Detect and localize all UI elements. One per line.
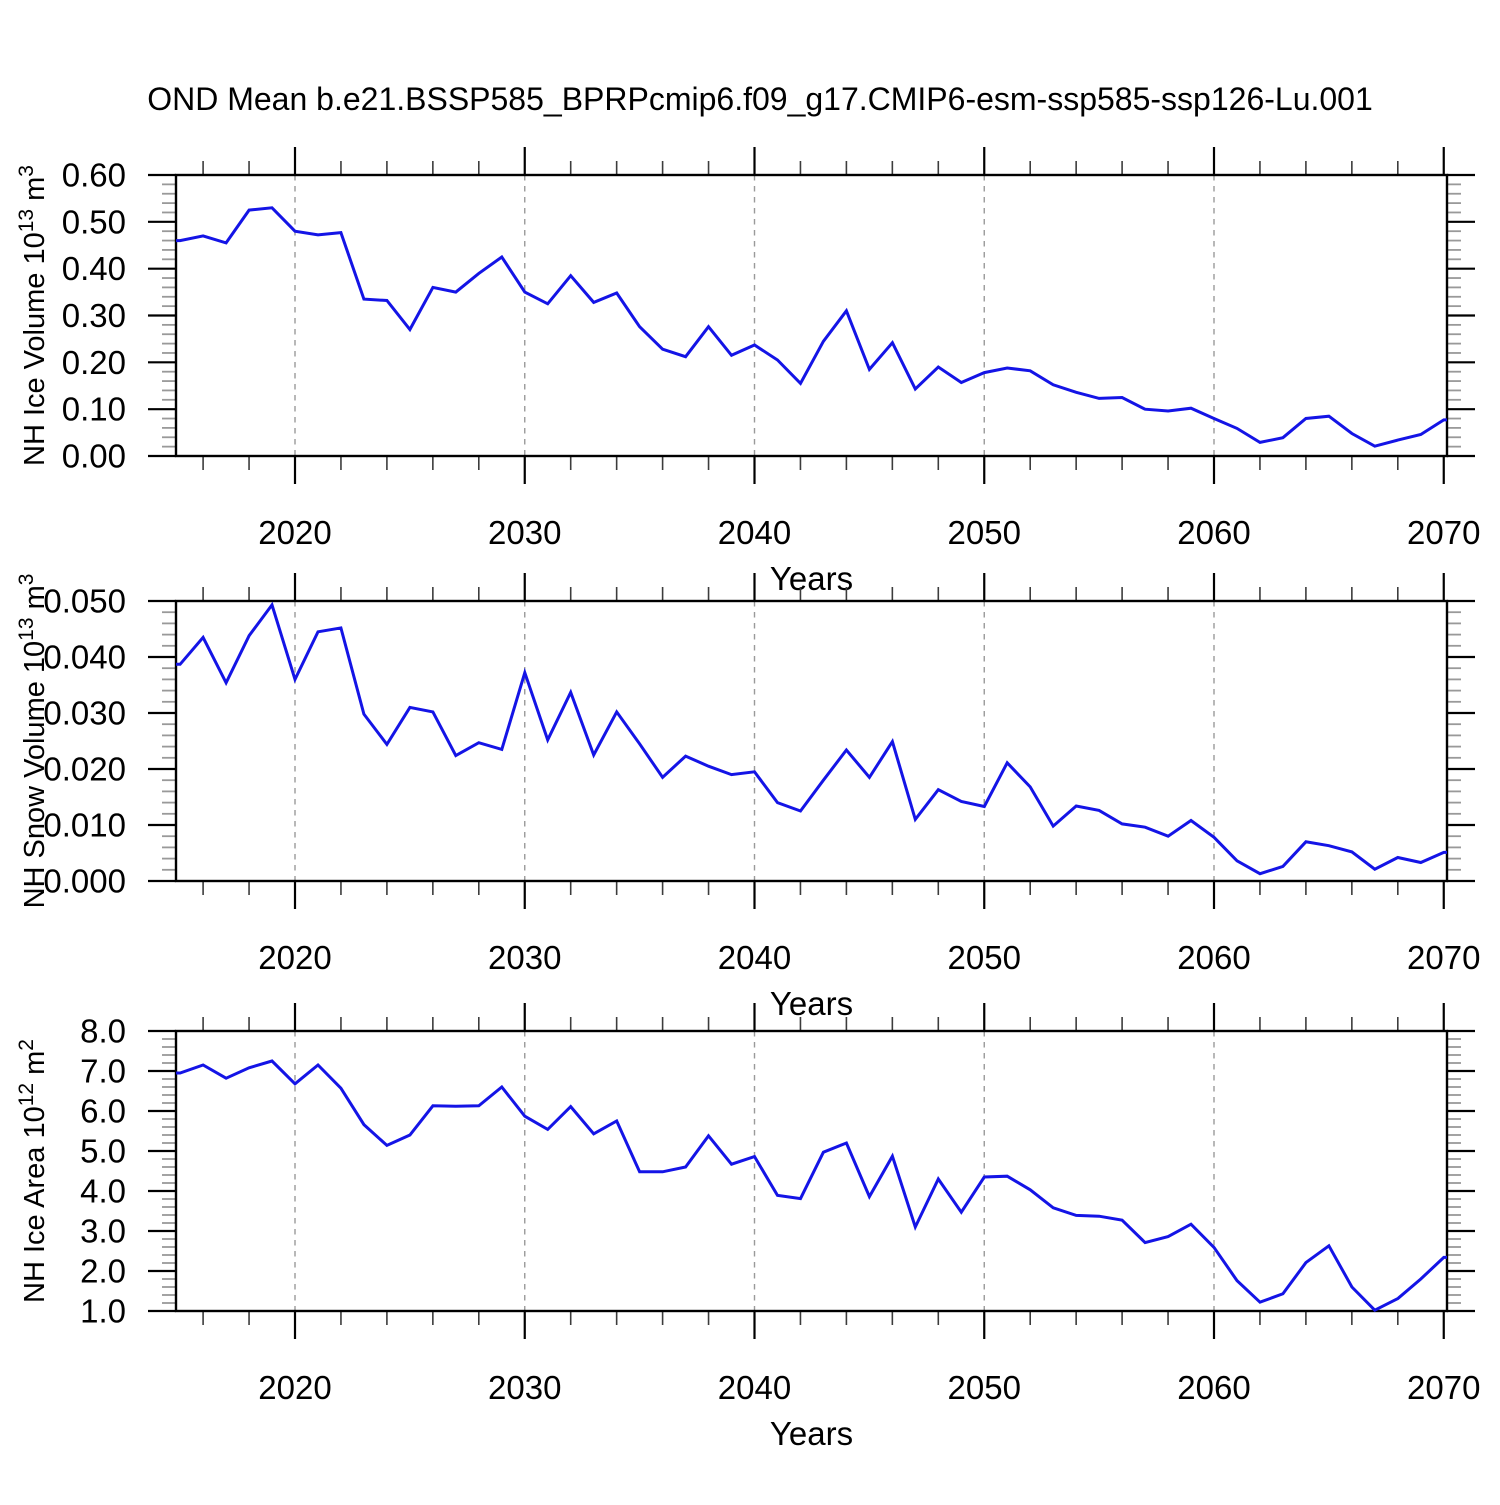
y-tick-label-1.0: 1.0 xyxy=(80,1293,126,1330)
y-tick-label-3.0: 3.0 xyxy=(80,1213,126,1250)
x-tick-label-2060: 2060 xyxy=(1177,1369,1250,1406)
y-tick-label-0.20: 0.20 xyxy=(62,344,126,381)
panel-nh-snow-volume: 0.050 0.040 0.030 0.020 0.010 0.000 2020 2030 20… xyxy=(15,573,1480,1022)
x-tick-label-2030: 2030 xyxy=(488,939,561,976)
x-tick-label-2040: 2040 xyxy=(718,1369,791,1406)
y-axis-label-nh-snow-volume: NH Snow Volume 1013 m3 xyxy=(15,574,51,909)
x-tick-label-2060: 2060 xyxy=(1177,514,1250,551)
y-tick-label-8.0: 8.0 xyxy=(80,1013,126,1050)
y-tick-label-4.0: 4.0 xyxy=(80,1173,126,1210)
y-tick-label-0.020: 0.020 xyxy=(43,751,126,788)
x-tick-label-2020: 2020 xyxy=(258,514,331,551)
x-tick-label-2050: 2050 xyxy=(948,1369,1021,1406)
y-tick-label-0.10: 0.10 xyxy=(62,391,126,428)
x-tick-label-2040: 2040 xyxy=(718,939,791,976)
chart-title: OND Mean b.e21.BSSP585_BPRPcmip6.f09_g17… xyxy=(147,81,1373,117)
y-tick-label-2.0: 2.0 xyxy=(80,1253,126,1290)
plot-frame xyxy=(174,599,1449,883)
plot-frame xyxy=(174,173,1449,458)
y-tick-label-6.0: 6.0 xyxy=(80,1093,126,1130)
x-tick-label-2060: 2060 xyxy=(1177,939,1250,976)
chart-panels: 0.60 0.50 0.40 0.30 0.20 0.10 0.00 2020 2030 2040… xyxy=(15,147,1480,1452)
y-tick-label-5.0: 5.0 xyxy=(80,1133,126,1170)
x-axis-label-years: Years xyxy=(770,1415,853,1452)
panel-nh-ice-volume: 0.60 0.50 0.40 0.30 0.20 0.10 0.00 2020 2030 2040… xyxy=(15,147,1480,597)
x-tick-label-2070: 2070 xyxy=(1407,514,1480,551)
x-tick-label-2030: 2030 xyxy=(488,514,561,551)
x-tick-label-2070: 2070 xyxy=(1407,1369,1480,1406)
y-axis-label-nh-ice-area: NH Ice Area 1012 m2 xyxy=(15,1039,51,1303)
x-tick-label-2030: 2030 xyxy=(488,1369,561,1406)
y-tick-label-0.040: 0.040 xyxy=(43,639,126,676)
y-tick-label-0.60: 0.60 xyxy=(62,157,126,194)
nh-snow-volume-data-line xyxy=(176,601,1447,876)
y-tick-label-0.000: 0.000 xyxy=(43,863,126,900)
nh-ice-volume-data-line xyxy=(176,206,1447,448)
y-tick-label-0.30: 0.30 xyxy=(62,297,126,334)
x-tick-label-2050: 2050 xyxy=(948,514,1021,551)
y-tick-label-0.030: 0.030 xyxy=(43,695,126,732)
y-tick-label-0.40: 0.40 xyxy=(62,250,126,287)
panel-nh-ice-area: 8.07.06.05.04.03.02.01.0 2020 2030 2040 2050… xyxy=(15,1003,1480,1452)
x-tick-label-2050: 2050 xyxy=(948,939,1021,976)
x-axis-label-years: Years xyxy=(770,985,853,1022)
x-tick-label-2020: 2020 xyxy=(258,1369,331,1406)
y-tick-label-0.00: 0.00 xyxy=(62,438,126,475)
y-tick-label-0.010: 0.010 xyxy=(43,807,126,844)
nh-ice-area-data-line xyxy=(176,1059,1447,1313)
x-axis-label-years: Years xyxy=(770,560,853,597)
y-tick-label-0.50: 0.50 xyxy=(62,203,126,240)
plot-frame xyxy=(174,1029,1449,1313)
x-tick-label-2070: 2070 xyxy=(1407,939,1480,976)
x-tick-label-2040: 2040 xyxy=(718,514,791,551)
x-tick-label-2020: 2020 xyxy=(258,939,331,976)
y-axis-label-nh-ice-volume: NH Ice Volume 1013 m3 xyxy=(15,165,51,466)
y-tick-label-0.050: 0.050 xyxy=(43,583,126,620)
y-tick-label-7.0: 7.0 xyxy=(80,1053,126,1090)
